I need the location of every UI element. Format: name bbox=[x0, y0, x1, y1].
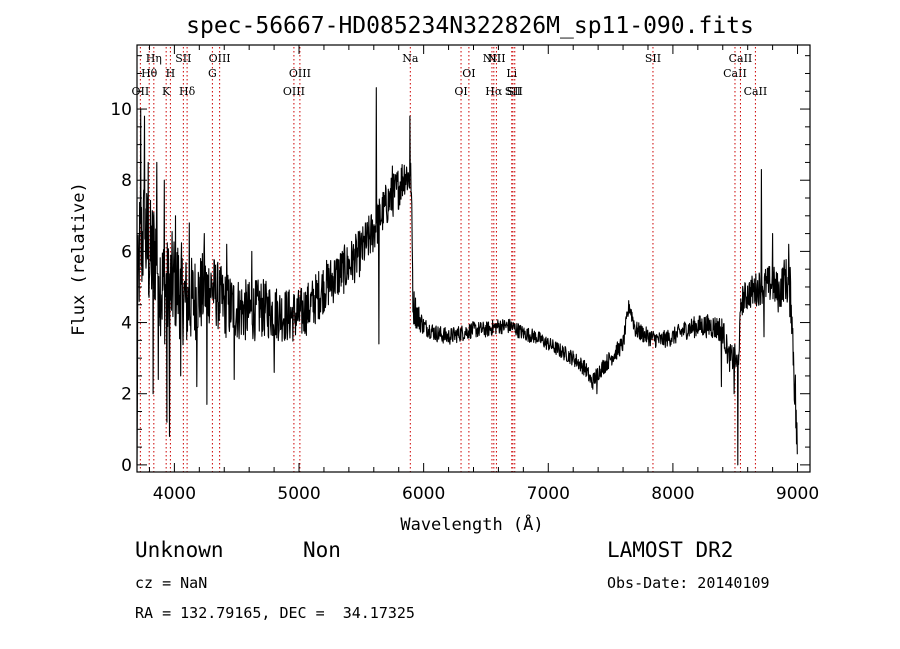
x-tick-label: 5000 bbox=[277, 484, 320, 504]
y-axis-label: Flux (relative) bbox=[69, 182, 89, 336]
coordinates: RA = 132.79165, DEC = 34.17325 bbox=[135, 604, 415, 622]
line-markers: OIIHθHηKHSIIHδGOIIIOIIIOIIINaOIOINIIHαNI… bbox=[132, 47, 768, 472]
axis-ticks: 4000 5000 6000 7000 8000 9000 0 2 4 6 8 10 bbox=[110, 45, 819, 504]
spectrum-line bbox=[136, 87, 798, 466]
y-tick-label: 10 bbox=[110, 100, 132, 120]
redshift-info: cz = NaN bbox=[135, 574, 208, 592]
line-marker-label: Na bbox=[402, 52, 419, 65]
line-marker-label: Hα bbox=[485, 85, 503, 98]
line-marker-label: NII bbox=[487, 52, 505, 65]
y-tick-label: 6 bbox=[121, 242, 132, 262]
line-marker-label: Hθ bbox=[141, 67, 158, 80]
x-axis-label: Wavelength (Å) bbox=[400, 513, 543, 535]
line-marker-label: CaII bbox=[744, 85, 768, 98]
line-marker-label: CaII bbox=[723, 67, 747, 80]
line-marker-label: K bbox=[162, 85, 171, 98]
line-marker-label: G bbox=[208, 67, 217, 80]
x-tick-label: 4000 bbox=[153, 484, 196, 504]
line-marker-label: SII bbox=[505, 85, 521, 98]
x-tick-label: 6000 bbox=[402, 484, 445, 504]
line-marker-label: OIII bbox=[209, 52, 231, 65]
line-marker-label: Hδ bbox=[179, 85, 196, 98]
line-marker-label: CaII bbox=[729, 52, 753, 65]
line-marker-label: SII bbox=[175, 52, 191, 65]
y-tick-label: 0 bbox=[121, 456, 132, 476]
object-name: Unknown bbox=[135, 538, 224, 562]
chart-title: spec-56667-HD085234N322826M_sp11-090.fit… bbox=[186, 13, 754, 39]
obs-date: Obs-Date: 20140109 bbox=[607, 574, 770, 592]
line-marker-label: H bbox=[166, 67, 176, 80]
line-marker-label: OIII bbox=[283, 85, 305, 98]
line-marker-label: OI bbox=[454, 85, 467, 98]
x-tick-label: 7000 bbox=[527, 484, 570, 504]
y-tick-label: 4 bbox=[121, 314, 132, 334]
line-marker-label: Hη bbox=[146, 52, 162, 65]
y-tick-label: 8 bbox=[121, 171, 132, 191]
x-tick-label: 8000 bbox=[651, 484, 694, 504]
line-marker-label: Li bbox=[506, 67, 517, 80]
x-tick-label: 9000 bbox=[776, 484, 819, 504]
line-marker-label: OI bbox=[462, 67, 475, 80]
object-class: Non bbox=[303, 538, 341, 562]
line-marker-label: OIII bbox=[289, 67, 311, 80]
line-marker-label: SII bbox=[645, 52, 661, 65]
survey-name: LAMOST DR2 bbox=[607, 538, 734, 562]
line-marker-label: SII bbox=[507, 85, 523, 98]
plot-frame bbox=[136, 44, 811, 473]
y-tick-label: 2 bbox=[121, 385, 132, 405]
